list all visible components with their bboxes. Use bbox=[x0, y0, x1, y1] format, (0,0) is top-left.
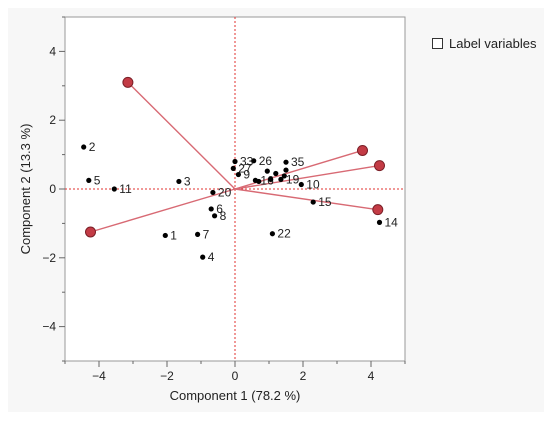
chart-panel: −4 −2 0 2 4 −4 −2 0 2 4 1 2 3 4 5 6 7 8 9 10 11 14 15 16 19 20 22… bbox=[8, 8, 544, 412]
x-tick-label: −2 bbox=[160, 369, 174, 383]
score-point bbox=[162, 232, 168, 239]
score-point-label: 10 bbox=[306, 178, 320, 192]
score-point bbox=[269, 231, 275, 237]
score-point-label: 19 bbox=[286, 172, 300, 186]
score-point bbox=[376, 219, 383, 225]
x-tick-label: 2 bbox=[300, 369, 307, 383]
y-tick-label: −2 bbox=[42, 251, 56, 265]
x-tick-label: 4 bbox=[368, 369, 375, 383]
score-point bbox=[273, 170, 279, 177]
score-point-label: 3 bbox=[184, 174, 191, 188]
loading-vector-tip bbox=[122, 76, 134, 88]
score-point bbox=[283, 167, 289, 173]
y-tick-label: 2 bbox=[49, 113, 56, 127]
score-point-label: 35 bbox=[291, 155, 305, 169]
score-point-label: 1 bbox=[170, 228, 177, 242]
score-point-label: 8 bbox=[220, 209, 227, 223]
score-point-label: 11 bbox=[119, 182, 132, 196]
loading-vector bbox=[234, 188, 378, 211]
x-tick-label: 0 bbox=[232, 369, 239, 383]
y-tick-label: 4 bbox=[49, 44, 56, 58]
score-point bbox=[298, 181, 304, 188]
score-point bbox=[264, 168, 270, 174]
score-point bbox=[200, 254, 206, 260]
score-point bbox=[111, 186, 117, 192]
score-point bbox=[86, 177, 92, 183]
score-point-label: 33 bbox=[240, 154, 254, 168]
score-point bbox=[235, 171, 241, 178]
score-point bbox=[268, 176, 274, 182]
loading-vector-tip bbox=[85, 226, 96, 238]
score-point bbox=[81, 144, 87, 150]
score-point-label: 7 bbox=[203, 227, 210, 241]
loading-vectors bbox=[85, 76, 385, 238]
score-point bbox=[210, 189, 216, 196]
score-point-label: 26 bbox=[259, 154, 273, 168]
score-point bbox=[251, 158, 257, 164]
loading-vector bbox=[127, 81, 236, 190]
y-axis-title: Component 2 (13.3 %) bbox=[18, 124, 33, 255]
score-point bbox=[212, 213, 218, 219]
checkbox-box[interactable] bbox=[432, 38, 443, 49]
score-point-label: 2 bbox=[89, 140, 96, 154]
loading-vector bbox=[90, 188, 236, 233]
x-axis-title: Component 1 (78.2 %) bbox=[170, 388, 301, 403]
score-point bbox=[195, 231, 201, 238]
score-point-label: 9 bbox=[243, 168, 250, 182]
score-point bbox=[208, 206, 214, 212]
y-tick-label: −4 bbox=[42, 320, 56, 334]
loading-vector bbox=[234, 164, 380, 190]
x-tick-label: −4 bbox=[92, 369, 106, 383]
score-point bbox=[232, 158, 238, 165]
score-point bbox=[176, 178, 182, 185]
label-variables-label: Label variables bbox=[449, 36, 537, 51]
score-point bbox=[281, 173, 287, 179]
loading-vector-tip bbox=[374, 160, 385, 172]
score-point bbox=[310, 199, 316, 205]
label-variables-checkbox[interactable]: Label variables bbox=[432, 36, 536, 51]
score-point bbox=[278, 176, 284, 182]
score-point-label: 4 bbox=[208, 250, 215, 264]
score-point bbox=[283, 159, 289, 165]
score-point bbox=[230, 165, 236, 171]
score-point-label: 6 bbox=[216, 202, 223, 216]
loading-vector-tip bbox=[357, 144, 368, 156]
score-point-label: 22 bbox=[277, 227, 291, 241]
axis-ticks: −4 −2 0 2 4 −4 −2 0 2 4 bbox=[42, 16, 406, 383]
loading-vector-tip bbox=[372, 204, 384, 216]
score-point-label: 27 bbox=[238, 161, 252, 175]
score-point-label: 20 bbox=[218, 185, 232, 199]
score-point bbox=[256, 178, 262, 185]
score-point-label: 14 bbox=[385, 215, 399, 229]
y-tick-label: 0 bbox=[49, 182, 56, 196]
score-point-label: 15 bbox=[318, 195, 332, 209]
score-point-label: 5 bbox=[94, 173, 101, 187]
